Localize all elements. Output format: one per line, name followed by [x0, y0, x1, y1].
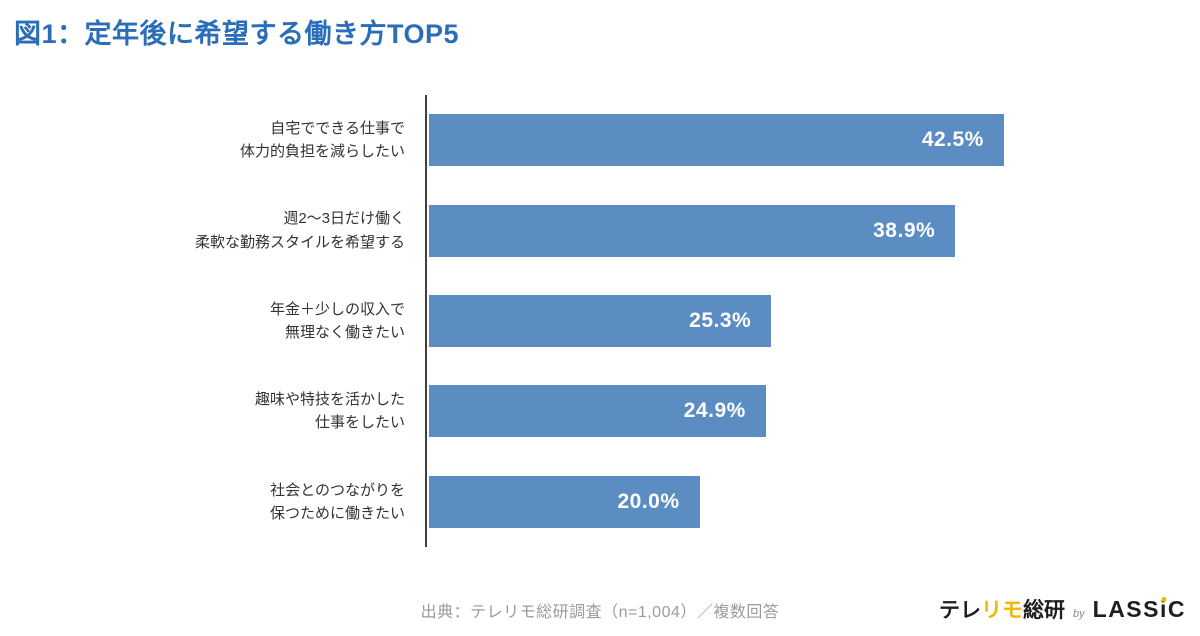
bar-track: 42.5%	[427, 114, 1200, 167]
telerimo-logo-pre: テレ	[939, 599, 982, 622]
value-label: 25.3%	[689, 309, 752, 333]
value-label: 20.0%	[617, 489, 680, 513]
brand-logos: テレリモ総研 by LASSiC	[939, 594, 1186, 624]
bar: 25.3%	[429, 295, 772, 348]
y-axis-line	[425, 95, 427, 547]
chart-row: 趣味や特技を活かした 仕事をしたい 24.9%	[0, 366, 1200, 456]
bar-track: 24.9%	[427, 385, 1200, 438]
chart-rows: 自宅でできる仕事で 体力的負担を減らしたい 42.5% 週2〜3日だけ働く 柔軟な勤…	[0, 95, 1200, 547]
telerimo-logo-accent: リモ	[981, 599, 1024, 622]
bar-chart: 自宅でできる仕事で 体力的負担を減らしたい 42.5% 週2〜3日だけ働く 柔軟な勤…	[0, 95, 1200, 547]
bar: 24.9%	[429, 385, 766, 438]
category-label: 趣味や特技を活かした 仕事をしたい	[254, 391, 405, 432]
source-note: 出典：テレリモ総研調査（n=1,004）／複数回答	[420, 604, 780, 621]
bar: 20.0%	[429, 475, 700, 528]
category-label: 年金＋少しの収入で 無理なく働きたい	[269, 300, 405, 342]
bar: 42.5%	[429, 114, 1004, 167]
footer: 出典：テレリモ総研調査（n=1,004）／複数回答 テレリモ総研 by LASS…	[0, 592, 1200, 628]
chart-row: 年金＋少しの収入で 無理なく働きたい 25.3%	[0, 276, 1200, 366]
lassic-logo-post: C	[1167, 596, 1186, 622]
chart-row: 週2〜3日だけ働く 柔軟な勤務スタイルを希望する 38.9%	[0, 185, 1200, 275]
telerimo-logo-post: 総研	[1023, 599, 1066, 622]
bar-track: 25.3%	[427, 295, 1200, 348]
lassic-logo-i: i	[1159, 596, 1168, 622]
chart-row: 社会とのつながりを 保つために働きたい 20.0%	[0, 457, 1200, 547]
lassic-logo-pre: LASS	[1092, 596, 1160, 622]
category-label: 社会とのつながりを 保つために働きたい	[269, 481, 405, 522]
brand-by-label: by	[1073, 608, 1085, 620]
bar-track: 20.0%	[427, 475, 1200, 528]
telerimo-logo: テレリモ総研	[939, 594, 1065, 624]
chart-row: 自宅でできる仕事で 体力的負担を減らしたい 42.5%	[0, 95, 1200, 185]
category-label: 週2〜3日だけ働く 柔軟な勤務スタイルを希望する	[194, 210, 405, 251]
chart-title: 図1：定年後に希望する働き方TOP5	[14, 19, 460, 49]
category-label: 自宅でできる仕事で 体力的負担を減らしたい	[239, 119, 405, 161]
bar: 38.9%	[429, 204, 956, 257]
bar-track: 38.9%	[427, 204, 1200, 257]
value-label: 24.9%	[683, 399, 746, 423]
lassic-logo: LASSiC	[1093, 596, 1186, 623]
value-label: 42.5%	[921, 128, 984, 152]
value-label: 38.9%	[873, 218, 936, 242]
